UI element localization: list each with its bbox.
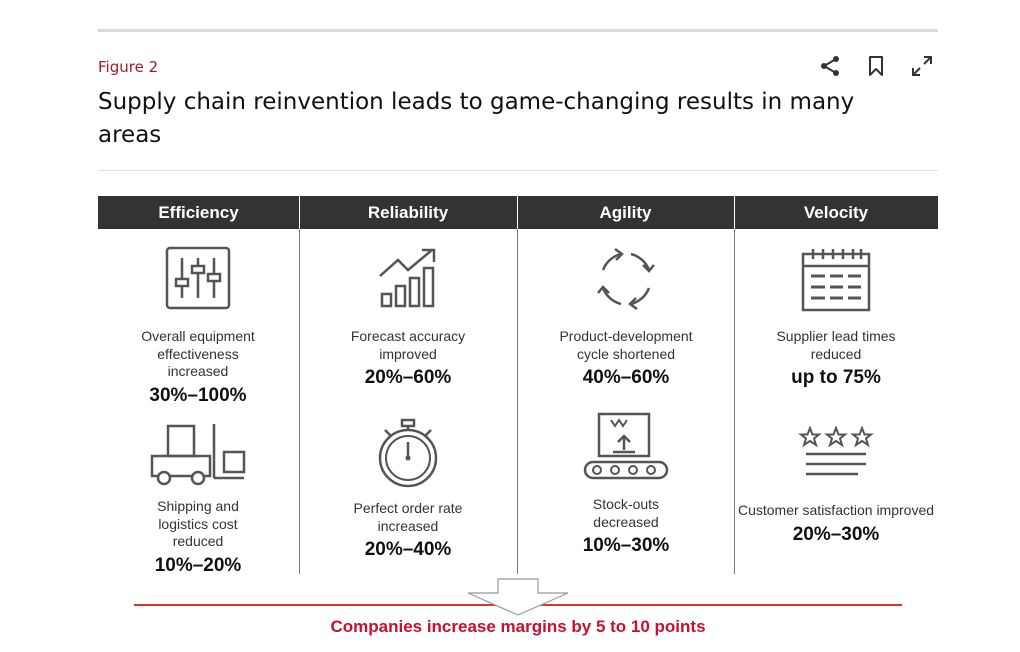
conclusion-text: Companies increase margins by 5 to 10 po…: [330, 617, 706, 636]
metric-value: 30%–100%: [149, 384, 247, 406]
share-icon[interactable]: [816, 54, 844, 78]
header-divider: [517, 196, 518, 229]
metric-label: Perfect order rate increased: [353, 500, 463, 534]
metric-value: 10%–30%: [582, 535, 670, 556]
column-divider: [517, 196, 518, 574]
header-efficiency: Efficiency: [98, 196, 299, 229]
results-grid: Efficiency Reliability Agility Velocity …: [98, 196, 938, 577]
header-divider: [299, 196, 300, 229]
conveyor-box-icon: [583, 412, 669, 480]
metric-label: Overall equipment effectiveness increase…: [141, 328, 255, 379]
expand-icon[interactable]: [908, 54, 936, 78]
metric-label: Supplier lead times reduced: [776, 328, 896, 362]
metric-card: Customer satisfaction improved 20%–30%: [736, 426, 936, 546]
column-divider: [734, 196, 735, 574]
metric-card: Forecast accuracy improved 20%–60%: [308, 246, 508, 389]
metric-label: Forecast accuracy improved: [350, 328, 466, 362]
title-divider: [98, 170, 938, 171]
header-velocity: Velocity: [734, 196, 938, 229]
down-arrow-icon: [467, 578, 569, 616]
metric-value: 20%–40%: [364, 539, 452, 560]
metric-card: Perfect order rate increased 20%–40%: [308, 418, 508, 561]
sliders-icon: [165, 246, 231, 310]
forklift-icon: [150, 424, 246, 486]
metric-label: Customer satisfaction improved: [737, 502, 935, 518]
growth-chart-icon: [379, 248, 436, 308]
stopwatch-icon: [378, 418, 438, 488]
metric-value: 20%–60%: [364, 367, 452, 388]
column-divider: [299, 196, 300, 574]
metric-value: 40%–60%: [582, 367, 670, 388]
page-title: Supply chain reinvention leads to game-c…: [98, 89, 855, 148]
header-reliability: Reliability: [299, 196, 517, 229]
cycle-arrows-icon: [597, 247, 655, 311]
figure-actions: [816, 54, 936, 78]
metric-card: Shipping and logistics cost reduced 10%–…: [98, 422, 298, 577]
metric-card: Overall equipment effectiveness increase…: [98, 246, 298, 407]
bookmark-icon[interactable]: [862, 54, 890, 78]
metric-value: up to 75%: [791, 367, 881, 388]
calendar-icon: [801, 249, 871, 312]
metric-label: Shipping and logistics cost reduced: [157, 498, 239, 549]
header-divider: [734, 196, 735, 229]
metric-value: 20%–30%: [792, 523, 880, 545]
metric-card: Stock-outs decreased 10%–30%: [526, 412, 726, 557]
metric-card: Supplier lead times reduced up to 75%: [736, 248, 936, 389]
header-agility: Agility: [517, 196, 734, 229]
top-divider: [98, 29, 938, 32]
metric-label: Product-development cycle shortened: [559, 328, 693, 362]
metric-value: 10%–20%: [154, 554, 242, 576]
rating-stars-icon: [798, 426, 874, 476]
metric-label: Stock-outs decreased: [592, 496, 660, 530]
metric-card: Product-development cycle shortened 40%–…: [526, 244, 726, 389]
figure-label: Figure 2: [98, 58, 159, 76]
